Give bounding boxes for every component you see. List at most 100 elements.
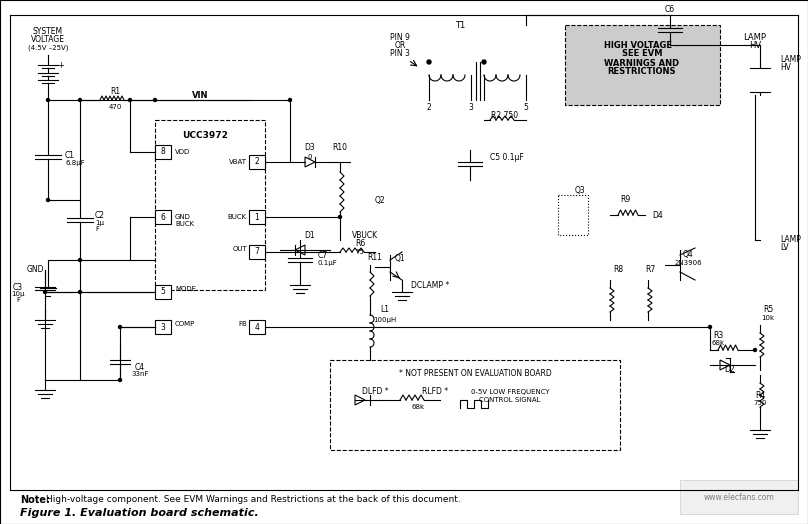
Text: HIGH VOLTAGE –: HIGH VOLTAGE –	[604, 40, 680, 49]
Circle shape	[119, 378, 121, 381]
Bar	[155, 320, 171, 334]
Text: 3: 3	[161, 322, 166, 332]
Text: LAMP: LAMP	[743, 34, 767, 42]
Text: C1: C1	[65, 150, 75, 159]
Text: UCC3972: UCC3972	[182, 130, 228, 139]
Text: D4: D4	[653, 211, 663, 220]
Text: +: +	[57, 60, 65, 70]
Bar	[558, 195, 588, 235]
Circle shape	[288, 99, 292, 102]
Text: 0.1μF: 0.1μF	[318, 260, 338, 266]
Text: PIN 9: PIN 9	[390, 34, 410, 42]
Circle shape	[78, 99, 82, 102]
Text: Q3: Q3	[574, 185, 585, 194]
Circle shape	[47, 199, 49, 202]
Text: 2N3906: 2N3906	[674, 260, 702, 266]
Text: C2: C2	[95, 211, 105, 220]
Text: GND: GND	[26, 266, 44, 275]
Circle shape	[44, 290, 47, 293]
Text: 2: 2	[427, 104, 431, 113]
Text: D2: D2	[725, 366, 735, 375]
Text: VDD: VDD	[175, 149, 190, 155]
Bar	[155, 285, 171, 299]
Text: 100μH: 100μH	[373, 317, 397, 323]
Text: R2 750: R2 750	[491, 111, 519, 119]
Text: 0-5V LOW FREQUENCY: 0-5V LOW FREQUENCY	[471, 389, 549, 395]
Text: HV: HV	[780, 63, 791, 72]
Text: LAMP: LAMP	[780, 235, 801, 245]
Bar	[249, 210, 265, 224]
Circle shape	[427, 60, 431, 64]
Text: OR: OR	[394, 41, 406, 50]
Text: 4: 4	[255, 322, 259, 332]
Text: C7: C7	[318, 250, 328, 259]
Text: 33nF: 33nF	[131, 371, 149, 377]
Text: OUT: OUT	[232, 246, 247, 252]
Bar	[330, 360, 620, 450]
Text: R6: R6	[355, 239, 365, 248]
Text: Q4: Q4	[683, 250, 693, 259]
Text: VIN: VIN	[191, 91, 208, 100]
Text: 2: 2	[255, 158, 259, 167]
Text: 5: 5	[524, 104, 528, 113]
Text: COMP: COMP	[175, 321, 196, 327]
Polygon shape	[720, 360, 730, 370]
Text: F: F	[95, 226, 99, 232]
Text: 7: 7	[255, 247, 259, 257]
Text: 470: 470	[108, 104, 122, 110]
Text: 10μ: 10μ	[11, 291, 25, 297]
Text: 6: 6	[161, 213, 166, 222]
Bar	[155, 145, 171, 159]
Text: BUCK: BUCK	[228, 214, 247, 220]
Circle shape	[482, 60, 486, 64]
Text: C6: C6	[665, 5, 675, 15]
Text: 750: 750	[753, 400, 767, 406]
Text: HV: HV	[749, 41, 761, 50]
Polygon shape	[305, 157, 315, 167]
Circle shape	[754, 348, 756, 352]
Circle shape	[78, 290, 82, 293]
Text: VBAT: VBAT	[229, 159, 247, 165]
Circle shape	[154, 99, 157, 102]
Text: R3: R3	[713, 331, 723, 340]
Text: VBUCK: VBUCK	[352, 231, 378, 239]
Bar	[680, 480, 798, 514]
Text: GND: GND	[175, 214, 191, 220]
Text: L1: L1	[381, 305, 389, 314]
Text: 1μ: 1μ	[95, 220, 104, 226]
Text: 8: 8	[161, 147, 166, 157]
Bar	[155, 120, 265, 290]
Bar	[565, 25, 720, 105]
Text: FB: FB	[238, 321, 247, 327]
Text: 6.8μF: 6.8μF	[65, 160, 85, 166]
Text: C4: C4	[135, 363, 145, 372]
Text: 10k: 10k	[761, 315, 775, 321]
Text: 75: 75	[356, 249, 364, 255]
Text: F: F	[16, 297, 20, 303]
Text: * NOT PRESENT ON EVALUATION BOARD: * NOT PRESENT ON EVALUATION BOARD	[398, 368, 551, 377]
Text: R11: R11	[368, 254, 382, 263]
Text: BUCK: BUCK	[175, 221, 194, 227]
Bar	[249, 155, 265, 169]
Text: R8: R8	[613, 266, 623, 275]
Circle shape	[745, 65, 775, 95]
Circle shape	[119, 325, 121, 329]
Text: WARNINGS AND: WARNINGS AND	[604, 59, 680, 68]
Polygon shape	[295, 245, 305, 255]
Text: High-voltage component. See EVM Warnings and Restrictions at the back of this do: High-voltage component. See EVM Warnings…	[46, 496, 461, 505]
Text: LAMP: LAMP	[780, 56, 801, 64]
Circle shape	[128, 99, 132, 102]
Text: Q2: Q2	[375, 195, 385, 204]
Text: 0: 0	[308, 154, 312, 160]
Circle shape	[339, 215, 342, 219]
Text: VOLTAGE: VOLTAGE	[31, 36, 65, 45]
Bar	[155, 210, 171, 224]
Text: 68k: 68k	[411, 404, 424, 410]
Text: C5 0.1μF: C5 0.1μF	[490, 154, 524, 162]
Text: RLFD *: RLFD *	[422, 388, 448, 397]
Circle shape	[709, 325, 712, 329]
Text: Q1: Q1	[394, 254, 406, 263]
Text: RESTRICTIONS: RESTRICTIONS	[608, 68, 676, 77]
Text: LV: LV	[780, 244, 789, 253]
Text: R9: R9	[620, 195, 630, 204]
